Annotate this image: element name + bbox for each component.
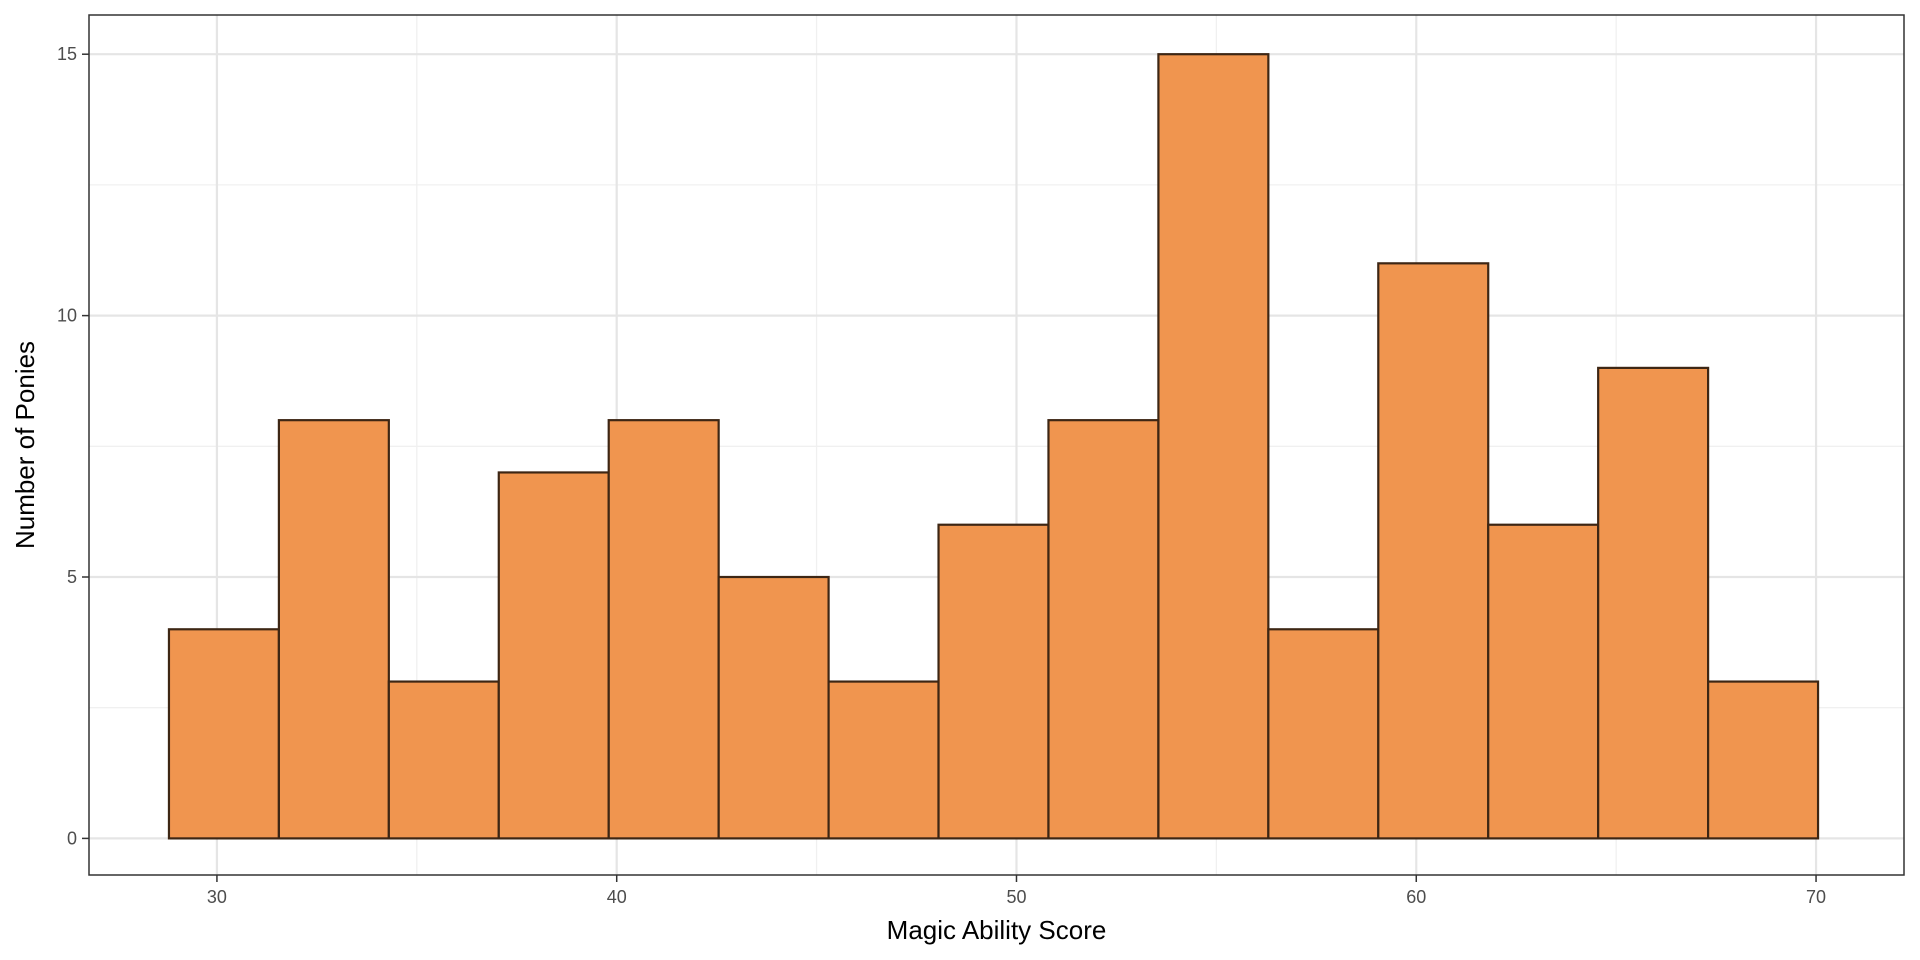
x-axis-title: Magic Ability Score [887,915,1107,945]
histogram-bar [1157,53,1270,840]
histogram-bar [1267,628,1380,840]
histogram-bar [497,471,610,840]
histogram-bar [1377,262,1490,840]
y-axis-title: Number of Ponies [10,341,40,549]
histogram-bar [827,680,940,840]
histogram-bar [937,523,1050,840]
histogram-bar [607,419,720,840]
x-tick-label: 60 [1406,887,1426,907]
y-tick-label: 5 [67,567,77,587]
histogram-bar [167,628,280,840]
y-tick-label: 0 [67,828,77,848]
x-tick-label: 30 [207,887,227,907]
histogram-bar [717,575,830,840]
histogram-bar [1047,419,1160,840]
x-axis: 30 40 50 60 70 [207,875,1826,907]
x-tick-label: 40 [607,887,627,907]
x-tick-label: 50 [1006,887,1026,907]
panel-border [88,14,1905,876]
x-tick-label: 70 [1806,887,1826,907]
y-tick-label: 10 [57,306,77,326]
y-tick-label: 15 [57,44,77,64]
histogram-bars [167,53,1820,840]
histogram-bar [387,680,500,840]
histogram-bar [1487,523,1600,840]
histogram-bar [1597,366,1710,840]
histogram-bar [1707,680,1820,840]
histogram-bar [277,419,390,840]
y-axis: 0 5 10 15 [57,44,89,848]
